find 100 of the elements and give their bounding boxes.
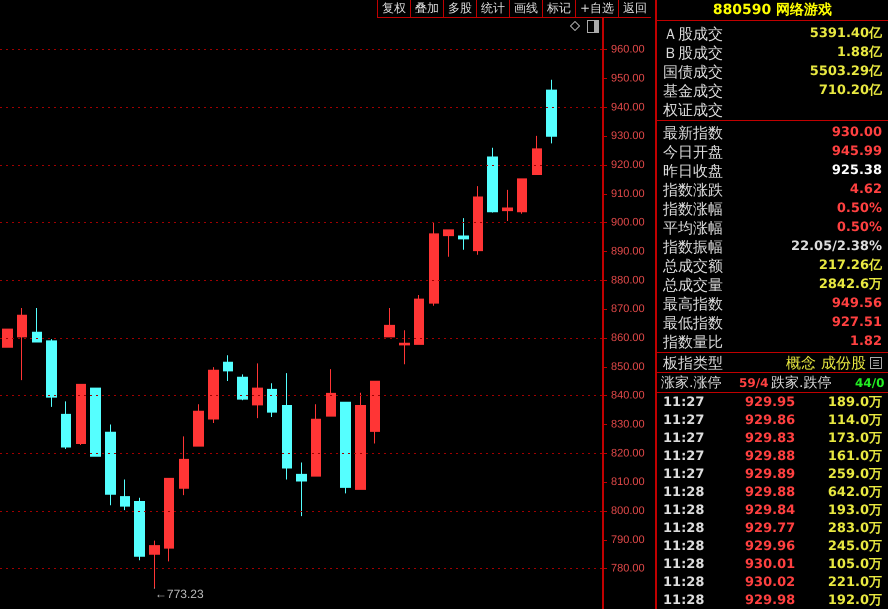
candlestick <box>76 384 86 446</box>
candlestick <box>443 229 454 258</box>
candlestick <box>105 424 116 506</box>
text: 927.51 <box>832 314 882 332</box>
text: 权证成交 <box>663 100 723 118</box>
text: 59/4 <box>739 374 768 392</box>
candlestick <box>17 308 27 381</box>
text: 929.86 <box>745 412 796 430</box>
candlestick <box>340 402 351 494</box>
text: 949.56 <box>832 294 882 312</box>
text: 283.0万 <box>828 520 882 538</box>
candlestick <box>326 368 336 417</box>
text: 昨日收盘 <box>663 162 723 180</box>
y-tick-label: 930.00 <box>611 130 645 142</box>
text: 基金成交 <box>663 82 723 100</box>
text: 涨家.涨停 <box>661 374 722 392</box>
candlestick <box>399 330 410 365</box>
y-tick-label: 790.00 <box>611 534 645 546</box>
candlestick <box>223 354 233 382</box>
text: 5503.29亿 <box>810 62 882 80</box>
y-tick-label: 880.00 <box>611 274 645 286</box>
text: 925.38 <box>832 162 882 180</box>
text: 画线 <box>508 0 542 17</box>
text: 11:28 <box>663 520 704 538</box>
text: 标记 <box>542 0 575 17</box>
candlestick <box>61 400 71 450</box>
y-tick-label: 840.00 <box>611 390 645 402</box>
candlestick <box>46 338 57 408</box>
text: 193.0万 <box>828 502 882 520</box>
text: 总成交量 <box>663 276 723 294</box>
text: 0.50% <box>836 200 882 218</box>
text: 642.0万 <box>828 484 882 502</box>
text: 11:28 <box>663 574 704 592</box>
text: 945.99 <box>832 142 882 160</box>
text: 929.89 <box>745 466 796 484</box>
candlestick <box>237 374 248 401</box>
candlestick <box>120 479 130 511</box>
text: 710.20亿 <box>818 82 882 100</box>
candlestick <box>458 218 469 250</box>
y-tick-label: 920.00 <box>611 159 645 172</box>
candlestick <box>546 79 557 144</box>
text: 11:27 <box>663 412 704 430</box>
candlestick <box>282 372 292 480</box>
text: 国债成交 <box>663 62 723 80</box>
y-tick-label: 830.00 <box>611 418 645 430</box>
text: 叠加 <box>410 0 443 17</box>
text: 259.0万 <box>828 466 882 484</box>
text: 11:28 <box>663 592 704 609</box>
y-tick-label: 800.00 <box>611 504 645 517</box>
text: 总成交额 <box>663 256 723 274</box>
text: 跌家.跌停 <box>771 374 832 392</box>
candlestick <box>164 478 174 562</box>
candlestick <box>2 328 13 348</box>
text: 指数振幅 <box>663 238 723 256</box>
text: 5391.40亿 <box>810 24 882 42</box>
text: 930.02 <box>745 574 796 592</box>
candlestick <box>502 189 513 222</box>
text: 11:28 <box>663 484 704 502</box>
candlestick <box>32 308 42 343</box>
candlestick <box>134 497 145 561</box>
y-tick-label: 780.00 <box>611 562 645 575</box>
candlestick <box>532 135 542 176</box>
text: 今日开盘 <box>663 142 723 160</box>
text: 173.0万 <box>828 430 882 448</box>
y-tick-label: 960.00 <box>611 44 645 56</box>
text: 指数量比 <box>663 332 723 350</box>
text: Ｂ股成交 <box>663 44 723 62</box>
text: 11:27 <box>663 394 704 412</box>
y-tick-label: 950.00 <box>611 72 645 85</box>
text: 1.88亿 <box>836 44 882 62</box>
y-tick-label: 940.00 <box>611 101 645 114</box>
candlestick <box>179 436 189 496</box>
text: 最高指数 <box>663 294 723 312</box>
text: 复权 <box>376 0 410 17</box>
text: 929.77 <box>745 520 796 538</box>
text: 返回 <box>618 0 651 17</box>
candlestick <box>414 294 424 345</box>
text: 929.96 <box>745 538 796 556</box>
candlestick <box>487 147 498 214</box>
text: 11:28 <box>663 538 704 556</box>
annotation: ←773.23 <box>154 587 204 602</box>
y-tick-label: 860.00 <box>611 332 645 344</box>
candlestick <box>355 392 366 490</box>
text: 最低指数 <box>663 314 723 332</box>
text: 880590 网络游戏 <box>712 1 834 19</box>
text: 平均涨幅 <box>663 218 723 236</box>
text: 11:28 <box>663 556 704 574</box>
candlestick <box>267 382 277 418</box>
text: 指数涨幅 <box>663 200 723 218</box>
text: 930.00 <box>832 124 882 142</box>
text: 0.50% <box>836 218 882 236</box>
text: 929.83 <box>745 430 796 448</box>
text: 930.01 <box>745 556 796 574</box>
candlestick <box>429 222 439 306</box>
text: 192.0万 <box>828 592 882 609</box>
text: 221.0万 <box>828 574 882 592</box>
text: 11:27 <box>663 448 704 466</box>
candlestick <box>193 404 204 447</box>
text: +自选 <box>574 0 618 17</box>
candlestick <box>517 178 527 214</box>
